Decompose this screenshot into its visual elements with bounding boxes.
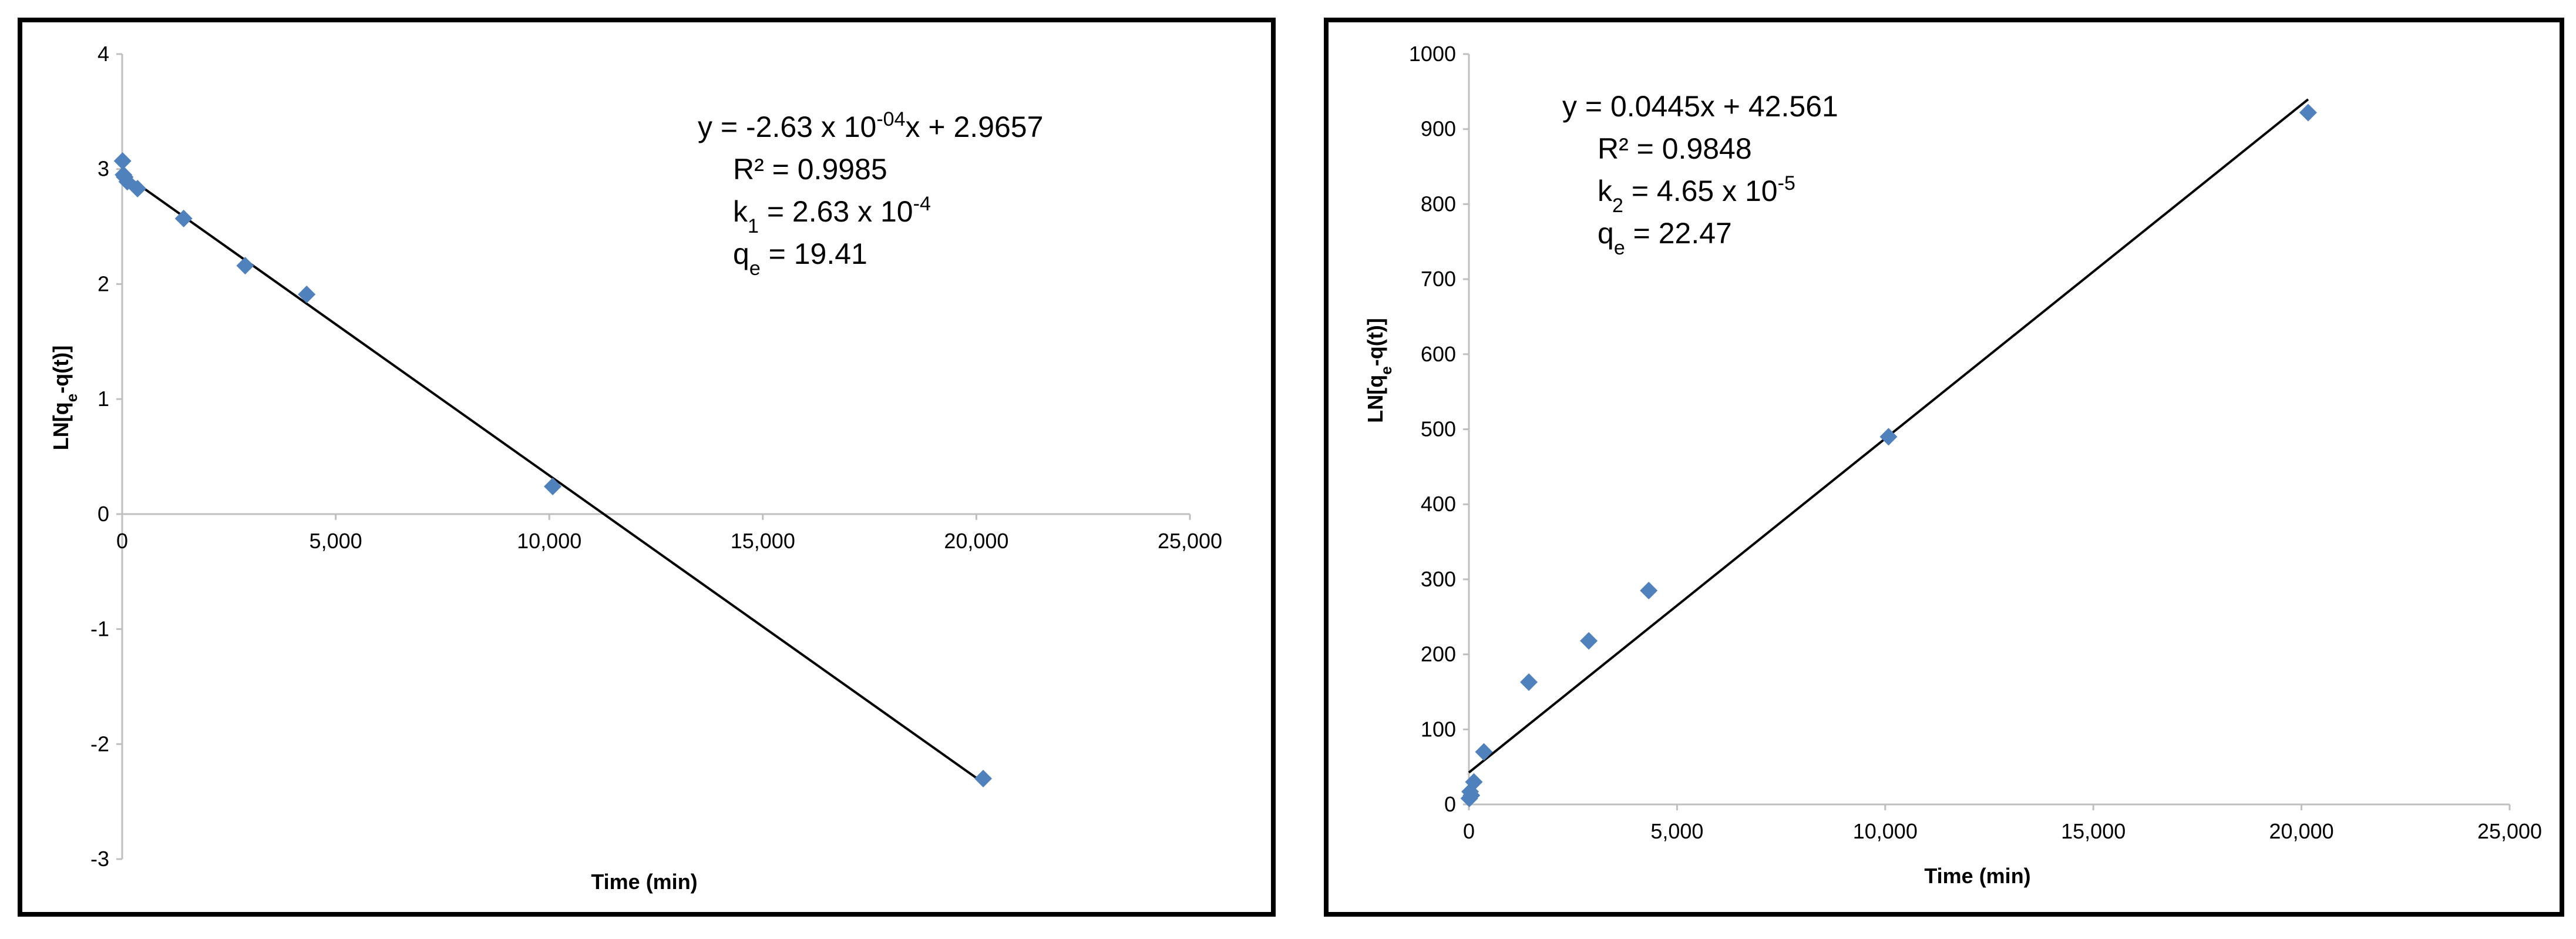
chart-panel-2nd-order: 0 100 200 300 400 500 600 700 800 900 1000 0 5,000 10…: [1324, 18, 2564, 917]
chart-2-data-point: [1879, 428, 1898, 446]
chart-1-data-point: [544, 477, 562, 495]
chart-panel-1st-order: -3 -2 -1 0 1 2 3 4 0 5,000 10,000 15,000 20,000 25,00…: [18, 18, 1276, 917]
chart-2-data-point: [1580, 632, 1598, 650]
chart-2-x-tick-label: 5,000: [1650, 819, 1703, 843]
chart-1-x-tick-label: 5,000: [310, 529, 362, 553]
chart-1-annotation: k1 = 2.63 x 10-4: [733, 193, 931, 237]
chart-1-x-tick-label: 25,000: [1158, 529, 1222, 553]
chart-2-y-tick-label: 700: [1421, 267, 1456, 291]
chart-2-y-tick-label: 0: [1444, 792, 1456, 816]
chart-2-annotation: k2 = 4.65 x 10-5: [1598, 172, 1795, 217]
chart-2-y-tick-label: 900: [1421, 117, 1456, 141]
chart-2-y-tick-label: 100: [1421, 717, 1456, 741]
chart-2-x-axis-title: Time (min): [1924, 864, 2030, 888]
chart-2-annotation: y = 0.0445x + 42.561: [1562, 90, 1838, 123]
chart-1-y-tick-label: -2: [90, 732, 109, 756]
chart-2-annotation: R² = 0.9848: [1598, 132, 1752, 165]
chart-1-data-point: [129, 179, 147, 197]
chart-2-x-tick-label: 25,000: [2477, 819, 2542, 843]
chart-1-data-point: [298, 286, 316, 304]
chart-2-data-point: [2299, 103, 2317, 122]
chart-2-svg: 0 100 200 300 400 500 600 700 800 900 1000 0 5,000 10…: [1363, 42, 2542, 888]
chart-2-y-tick-label: 600: [1421, 342, 1456, 366]
chart-1-y-tick-label: -1: [90, 617, 109, 641]
chart-2-data-point: [1640, 582, 1658, 600]
chart-1-x-tick-label: 20,000: [944, 529, 1008, 553]
chart-1-annotation: R² = 0.9985: [733, 153, 887, 186]
chart-2-y-axis-title: LN[qe-q(t)]: [1363, 318, 1395, 422]
chart-1-y-tick-label: -3: [90, 847, 109, 871]
chart-2-y-tick-label: 400: [1421, 492, 1456, 516]
chart-1-svg: -3 -2 -1 0 1 2 3 4 0 5,000 10,000 15,000 20,000 25,00…: [49, 42, 1222, 894]
chart-2-data-point: [1520, 673, 1538, 691]
chart-1-x-tick-label: 0: [116, 529, 128, 553]
chart-1-y-tick-label: 4: [97, 42, 109, 66]
chart-1-x-tick-label: 15,000: [731, 529, 795, 553]
chart-1-x-tick-label: 10,000: [517, 529, 581, 553]
chart-2-x-tick-label: 10,000: [1853, 819, 1918, 843]
chart-1-y-axis-title: LN[qe-q(t)]: [49, 346, 80, 450]
chart-2-annotation: qe = 22.47: [1598, 217, 1732, 259]
chart-1-data-point: [974, 770, 993, 787]
chart-2-y-tick-label: 1000: [1409, 42, 1456, 66]
chart-1-x-axis-title: Time (min): [591, 870, 697, 894]
chart-2-x-tick-label: 0: [1463, 819, 1475, 843]
chart-1-y-tick-label: 2: [97, 271, 109, 296]
chart-1-y-tick-label: 3: [97, 157, 109, 181]
chart-1-y-tick-label: 0: [97, 502, 109, 526]
chart-1-y-tick-label: 1: [97, 387, 109, 411]
chart-2-x-tick-label: 15,000: [2061, 819, 2126, 843]
chart-2-data-point: [1475, 743, 1493, 761]
chart-1-annotation: y = -2.63 x 10-04x + 2.9657: [698, 108, 1043, 143]
chart-1-data-point: [236, 257, 254, 275]
chart-2-y-tick-label: 800: [1421, 192, 1456, 216]
chart-1-data-point: [113, 152, 132, 170]
chart-2-x-tick-label: 20,000: [2269, 819, 2334, 843]
chart-1-data-point: [174, 209, 193, 227]
chart-2-y-tick-label: 300: [1421, 567, 1456, 591]
chart-2-data-point: [1462, 786, 1481, 804]
chart-2-y-tick-label: 500: [1421, 417, 1456, 441]
chart-2-data-point: [1465, 773, 1483, 791]
chart-1-annotation: qe = 19.41: [733, 237, 867, 280]
chart-2-y-tick-label: 200: [1421, 642, 1456, 666]
